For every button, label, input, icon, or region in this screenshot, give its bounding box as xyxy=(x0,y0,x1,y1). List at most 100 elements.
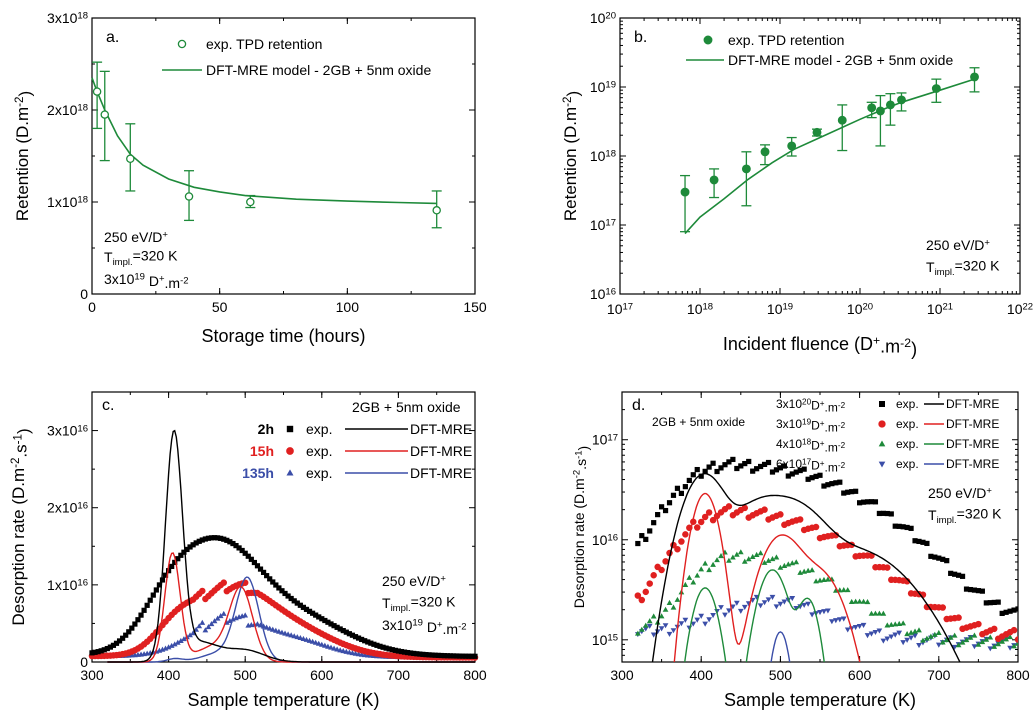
x-axis-label: Sample temperature (K) xyxy=(187,690,379,710)
data-point xyxy=(812,127,822,137)
exp-point xyxy=(864,599,871,605)
exp-point xyxy=(963,586,970,592)
exp-point xyxy=(995,599,1001,605)
exp-point xyxy=(710,561,716,567)
y-axis-label: Desorption rate (D.m-2.s-1) xyxy=(9,428,33,625)
exp-point xyxy=(853,488,859,494)
exp-point xyxy=(678,538,685,545)
y-axis-label: Retention (D.m-2) xyxy=(13,91,34,221)
exp-point xyxy=(638,626,645,632)
panel-c: 300 400 500 600 700 800 0 1x1016 2x1016 3x1016 c. S… xyxy=(9,391,487,710)
exp-point xyxy=(939,639,946,645)
exp-point xyxy=(423,652,429,658)
exp-point xyxy=(371,641,377,647)
exp-point xyxy=(227,539,233,545)
exp-point xyxy=(309,638,316,644)
data-point xyxy=(897,95,906,105)
data-point xyxy=(92,87,102,96)
panel-a: 0 50 100 150 0 1x1018 2x1018 3x1018 a. Storage ti… xyxy=(13,10,487,346)
exp-point xyxy=(959,639,966,645)
exp-point xyxy=(833,480,839,486)
exp-point xyxy=(662,507,669,514)
model-curve xyxy=(91,77,437,205)
exp-point xyxy=(726,459,732,465)
exp-point xyxy=(1011,643,1017,649)
exp-point xyxy=(876,510,882,517)
exp-point xyxy=(837,479,843,485)
exp-point xyxy=(955,642,962,648)
x-tick-label: 1021 xyxy=(927,301,953,317)
data-point xyxy=(867,103,877,113)
exp-point xyxy=(658,626,665,632)
legend-model-label: DFT-MRE xyxy=(410,465,472,481)
data-point xyxy=(837,115,847,125)
exp-point xyxy=(233,543,239,549)
exp-point xyxy=(279,588,285,594)
x-tick-label: 150 xyxy=(463,299,487,315)
exp-point xyxy=(852,625,859,631)
exp-point xyxy=(291,598,297,604)
exp-point xyxy=(939,604,947,611)
exp-point xyxy=(845,489,851,495)
exp-point xyxy=(282,590,288,597)
exp-point xyxy=(710,613,716,619)
exp-point xyxy=(789,596,796,602)
exp-point xyxy=(769,594,776,600)
exp-point xyxy=(187,544,193,550)
legend-exp-label: exp. xyxy=(306,421,332,437)
exp-point xyxy=(466,653,472,659)
exp-point xyxy=(757,550,764,556)
data-point xyxy=(432,206,441,215)
exp-point xyxy=(987,634,994,640)
exp-point xyxy=(315,640,322,646)
exp-point xyxy=(821,576,827,582)
exp-point xyxy=(817,577,823,583)
exp-point xyxy=(190,630,196,636)
exp-point xyxy=(141,607,147,613)
exp-point xyxy=(104,645,110,652)
exp-point xyxy=(208,535,215,541)
data-point xyxy=(885,100,895,110)
exp-point xyxy=(718,605,724,611)
x-tick-label: 400 xyxy=(157,667,181,683)
x-tick-label: 300 xyxy=(610,667,634,683)
x-axis-label: Incident fluence (D+.m-2) xyxy=(723,333,917,359)
exp-point xyxy=(738,463,744,469)
exp-point xyxy=(836,617,843,623)
exp-point xyxy=(662,606,669,612)
legend-model-label: DFT-MRE xyxy=(946,437,999,451)
exp-point xyxy=(793,605,800,612)
exp-point xyxy=(214,615,221,621)
exp-point xyxy=(196,623,203,629)
exp-point xyxy=(334,624,340,630)
exp-point xyxy=(1010,626,1018,634)
exp-point xyxy=(709,516,717,524)
exp-point xyxy=(936,555,942,561)
exp-point xyxy=(444,653,451,659)
exp-point xyxy=(773,604,780,610)
exp-point xyxy=(1007,608,1013,614)
exp-point xyxy=(821,609,827,615)
exp-point xyxy=(987,646,994,652)
exp-point xyxy=(359,636,365,643)
exp-point xyxy=(967,634,974,640)
exp-point xyxy=(92,649,98,655)
legend-marker xyxy=(703,35,713,45)
exp-point xyxy=(153,587,159,593)
exp-point xyxy=(129,625,135,631)
exp-point xyxy=(777,511,784,518)
exp-point xyxy=(864,499,871,505)
exp-point xyxy=(983,636,990,642)
model-curve xyxy=(673,492,861,662)
exp-point xyxy=(230,540,236,547)
exp-point xyxy=(260,569,267,575)
x-tick-label: 500 xyxy=(234,667,258,683)
exp-point xyxy=(168,642,175,648)
exp-point xyxy=(698,613,705,619)
exp-point xyxy=(876,628,883,634)
exp-point xyxy=(892,632,899,638)
exp-point xyxy=(460,653,466,659)
model-curve xyxy=(770,631,791,662)
exp-point xyxy=(171,641,178,647)
exp-point xyxy=(217,613,224,619)
